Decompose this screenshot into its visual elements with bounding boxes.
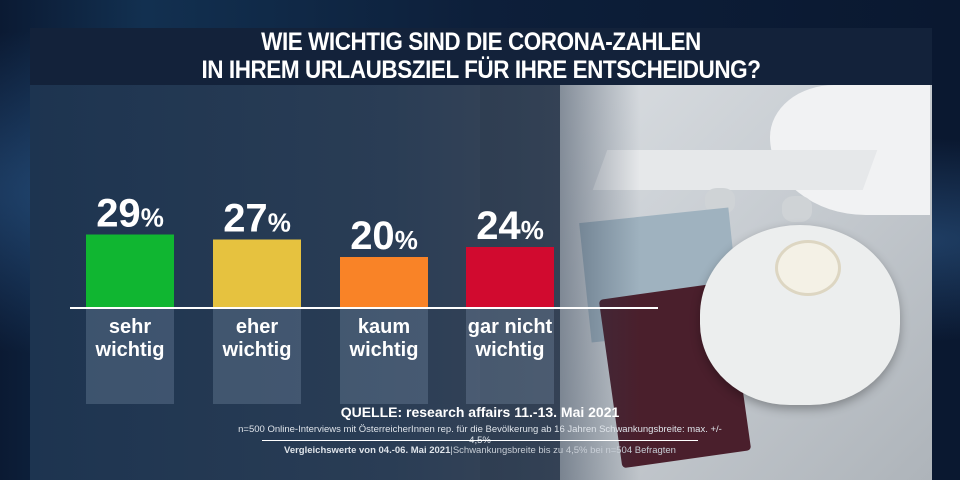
category-label: sehr (109, 316, 151, 338)
bar-kaum-wichtig (340, 257, 428, 307)
comparison-label: Vergleichswerte von 04.-06. Mai 2021 (284, 445, 451, 456)
data-label: 29% (96, 192, 164, 236)
title-bar (30, 28, 932, 85)
footer-divider (262, 440, 698, 441)
category-label-bg (213, 309, 301, 404)
mask-valve-image (775, 240, 841, 296)
comparison-note: |Schwankungsbreite bis zu 4,5% bei n=504… (450, 445, 676, 456)
category-label: wichtig (95, 339, 165, 361)
comparison-text: Vergleichswerte von 04.-06. Mai 2021|Sch… (230, 445, 730, 456)
category-label: wichtig (222, 339, 292, 361)
category-label: eher (236, 316, 278, 338)
methodology-text: n=500 Online-Interviews mit Österreicher… (238, 424, 722, 446)
category-label-bg (466, 309, 554, 404)
category-label: gar nicht (468, 316, 553, 338)
category-label-bg (340, 309, 428, 404)
data-label: 24% (476, 204, 544, 248)
chart-title: WIE WICHTIG SIND DIE CORONA-ZAHLEN IN IH… (75, 28, 887, 84)
engine-image (782, 196, 812, 222)
data-label: 20% (350, 214, 418, 258)
category-label: wichtig (475, 339, 545, 361)
title-line-1: WIE WICHTIG SIND DIE CORONA-ZAHLEN (261, 28, 701, 56)
bar-sehr-wichtig (86, 234, 174, 307)
category-label: kaum (358, 316, 410, 338)
category-label: wichtig (349, 339, 419, 361)
data-label: 27% (223, 197, 291, 241)
title-line-2: IN IHREM URLAUBSZIEL FÜR IHRE ENTSCHEIDU… (201, 56, 761, 84)
bar-eher-wichtig (213, 239, 301, 307)
bar-gar-nicht-wichtig (466, 247, 554, 307)
source-text: QUELLE: research affairs 11.-13. Mai 202… (340, 404, 620, 420)
category-label-bg (86, 309, 174, 404)
